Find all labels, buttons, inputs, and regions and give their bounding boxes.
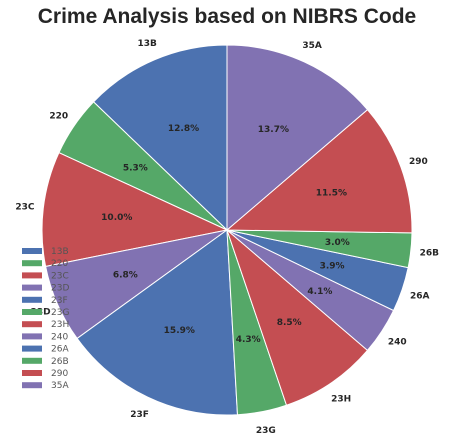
- percent-label-23c: 10.0%: [101, 213, 132, 223]
- pie-slice-23h: [225, 228, 369, 406]
- category-label-26b: 26B: [420, 248, 440, 258]
- legend-swatch-23d: [22, 284, 42, 291]
- percent-label-240: 4.1%: [307, 287, 332, 297]
- legend-swatch-26b: [22, 357, 42, 364]
- legend-swatch-23h: [22, 321, 42, 328]
- pie-slices: [41, 44, 413, 416]
- legend-swatch-35a: [22, 382, 42, 389]
- legend: 13B 220 23C 23D 23F 23G 23H 240 26A 26B 290 35A: [22, 247, 69, 391]
- legend-label-240: 240: [51, 332, 68, 342]
- legend-label-13b: 13B: [51, 247, 69, 257]
- percent-label-290: 11.5%: [316, 188, 347, 198]
- legend-swatch-240: [22, 333, 42, 340]
- category-label-23c: 23C: [15, 202, 35, 212]
- legend-label-26b: 26B: [51, 357, 69, 367]
- percent-label-35a: 13.7%: [258, 125, 289, 135]
- category-label-35a: 35A: [302, 41, 322, 51]
- legend-label-220: 220: [51, 259, 68, 269]
- legend-label-23d: 23D: [51, 284, 69, 294]
- category-label-26a: 26A: [410, 291, 430, 301]
- category-label-23f: 23F: [130, 410, 149, 420]
- pie-slice-23c: [41, 152, 229, 268]
- category-label-23g: 23G: [256, 426, 276, 436]
- pie-slice-35a: [226, 44, 369, 232]
- legend-label-290: 290: [51, 369, 68, 379]
- legend-label-23h: 23H: [51, 320, 69, 330]
- legend-label-23g: 23G: [51, 308, 69, 318]
- legend-swatch-220: [22, 260, 42, 267]
- percent-label-26a: 3.9%: [320, 262, 345, 272]
- legend-label-23f: 23F: [51, 296, 68, 306]
- legend-label-26a: 26A: [51, 345, 69, 355]
- percent-label-23f: 15.9%: [164, 326, 195, 336]
- percent-label-23d: 6.8%: [113, 271, 138, 281]
- legend-label-35a: 35A: [51, 381, 69, 391]
- pie-slice-290: [225, 108, 413, 234]
- category-label-13b: 13B: [138, 39, 158, 49]
- legend-label-23c: 23C: [51, 271, 69, 281]
- percent-label-13b: 12.8%: [168, 124, 199, 134]
- legend-swatch-13b: [22, 248, 42, 254]
- legend-swatch-23g: [22, 309, 42, 315]
- category-label-23h: 23H: [331, 395, 351, 405]
- category-label-290: 290: [409, 157, 428, 167]
- legend-swatch-23c: [22, 272, 42, 279]
- percent-label-23g: 4.3%: [236, 335, 261, 345]
- percent-label-26b: 3.0%: [325, 238, 350, 248]
- legend-swatch-23f: [22, 296, 42, 303]
- pie-slice-13b: [92, 44, 228, 232]
- percent-label-23h: 8.5%: [277, 318, 302, 328]
- legend-swatch-290: [22, 370, 42, 376]
- legend-swatch-26a: [22, 345, 42, 352]
- percent-label-220: 5.3%: [123, 164, 148, 174]
- category-label-220: 220: [49, 111, 68, 121]
- chart-title: Crime Analysis based on NIBRS Code: [38, 5, 416, 28]
- percent-labels: 12.8% 5.3% 10.0% 6.8% 15.9% 4.3% 8.5% 4.1% 3.9% 3…: [101, 124, 350, 345]
- category-label-240: 240: [388, 337, 407, 347]
- pie-slice-23f: [76, 229, 239, 416]
